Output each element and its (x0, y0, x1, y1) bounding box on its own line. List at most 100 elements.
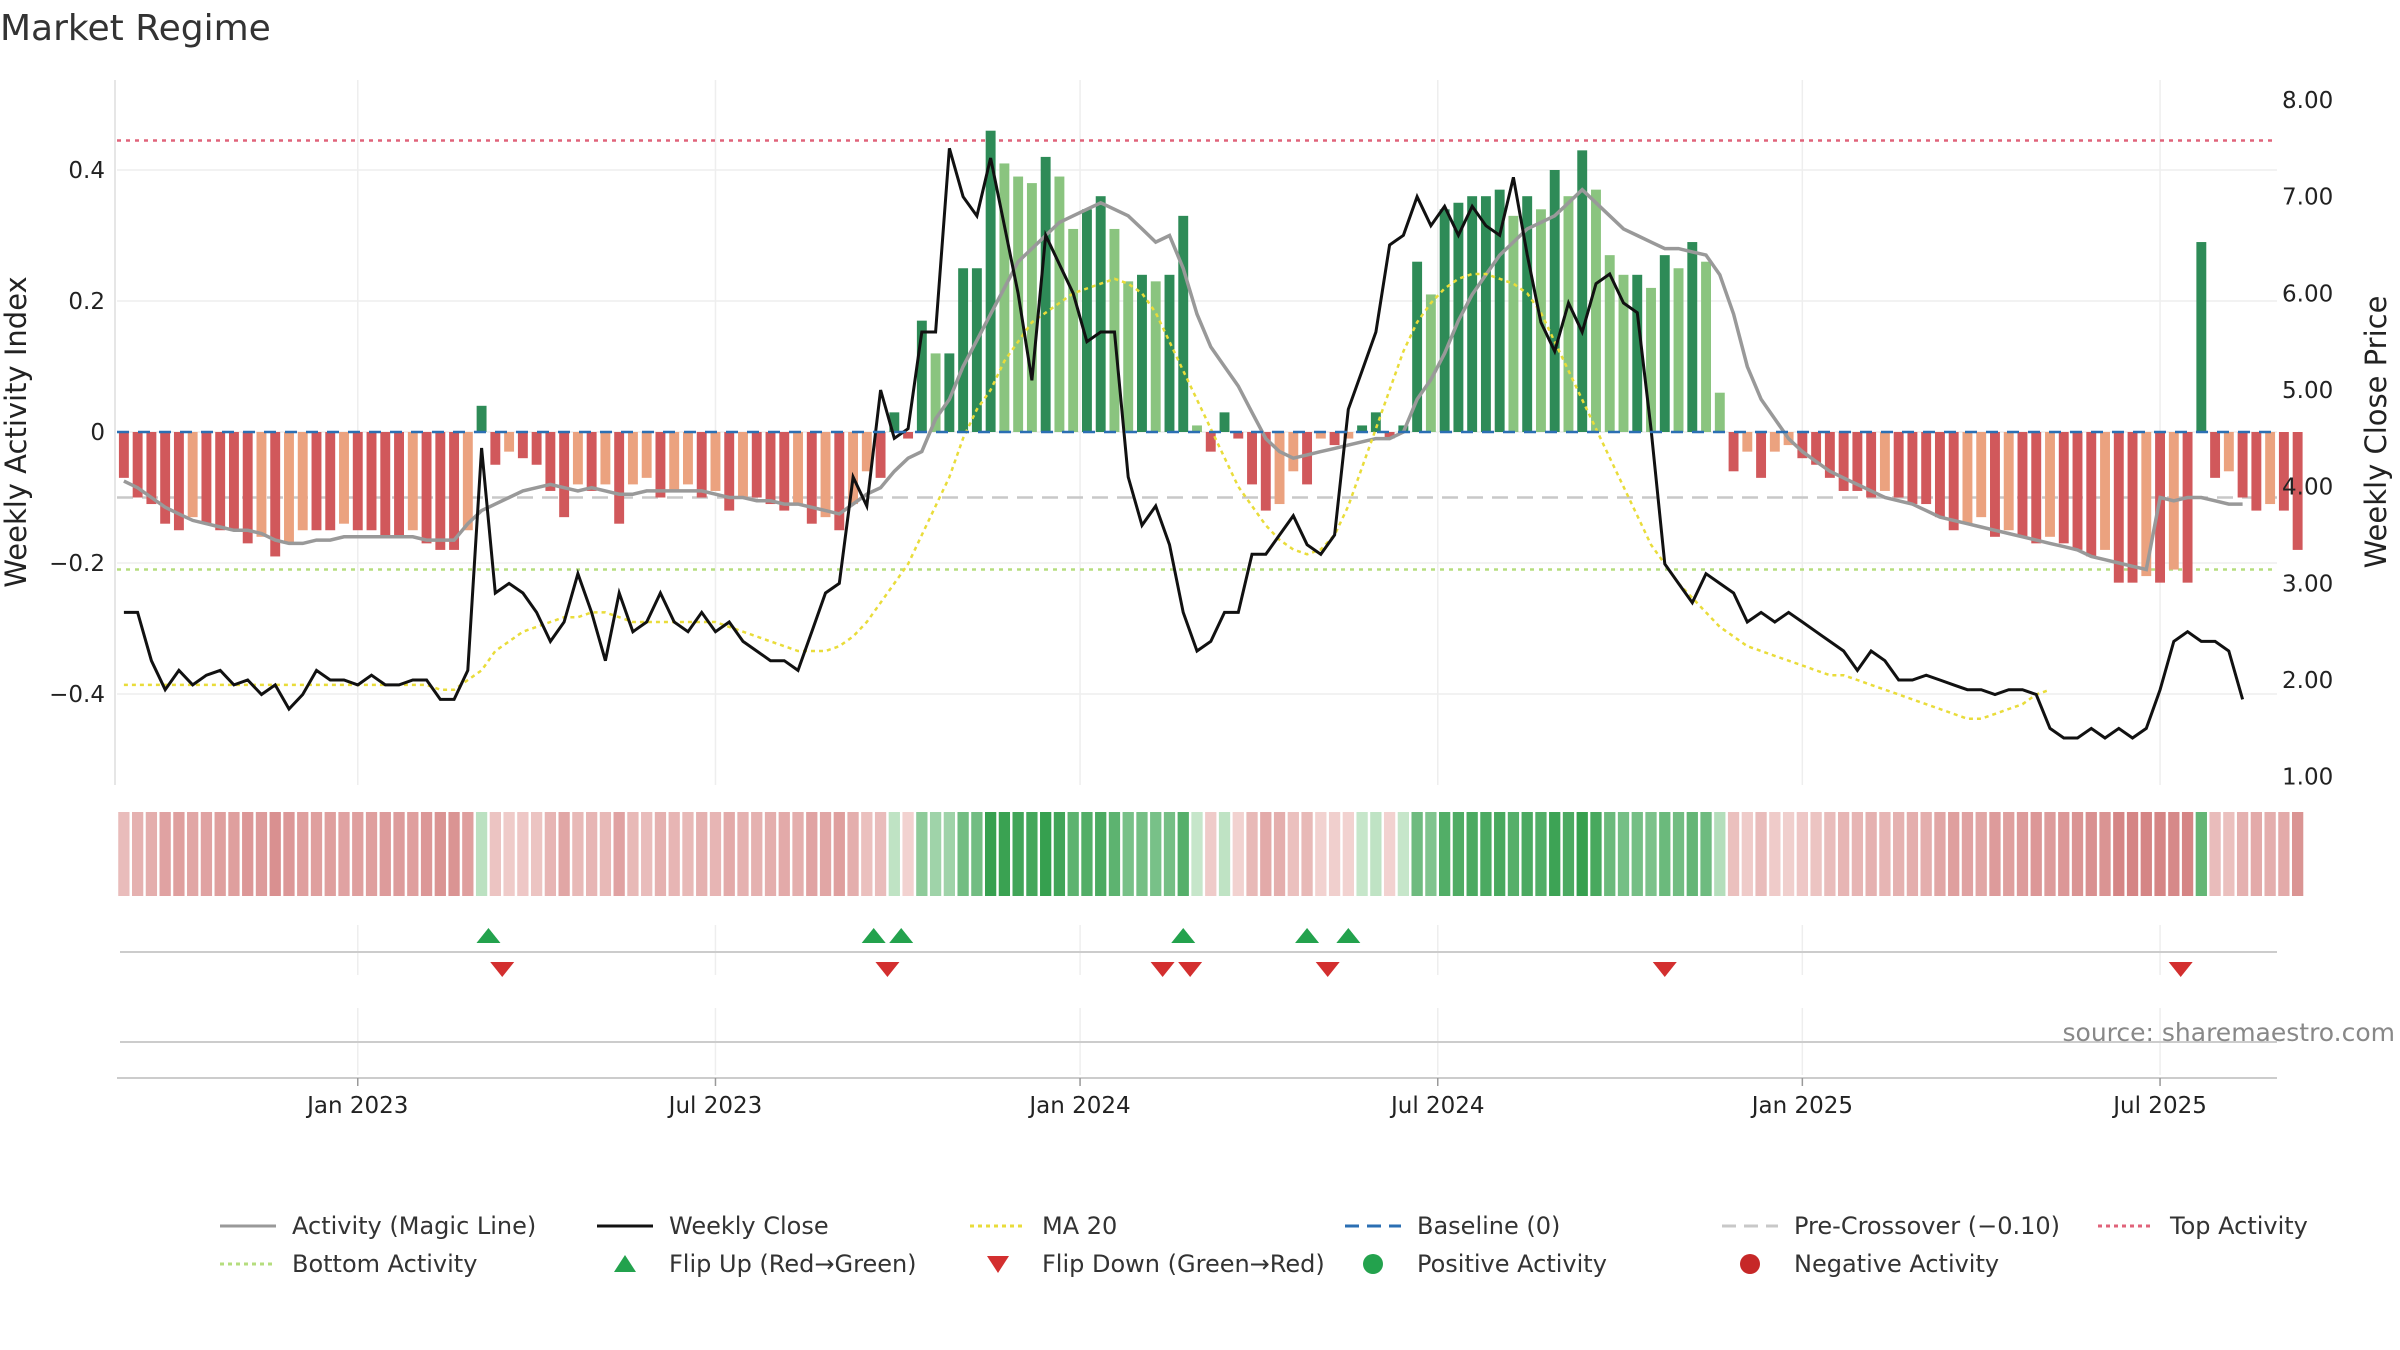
legend-swatch (987, 1256, 1009, 1273)
regime-cell (1590, 812, 1602, 896)
legend-item: Positive Activity (1363, 1250, 1607, 1278)
regime-cell (1356, 812, 1368, 896)
activity-bar (2031, 432, 2042, 544)
activity-bar (1274, 432, 1285, 505)
activity-bar (875, 432, 886, 478)
regime-cell (971, 812, 983, 896)
activity-bar (779, 432, 790, 511)
activity-bar (160, 432, 171, 524)
regime-cell (2044, 812, 2056, 896)
regime-cell (1755, 812, 1767, 896)
source-label: source: sharemaestro.com (2063, 1018, 2396, 1047)
activity-bar (1577, 150, 1588, 432)
regime-cell (310, 812, 323, 896)
regime-cell (1562, 812, 1575, 896)
regime-cell (2030, 812, 2042, 896)
activity-bar (889, 412, 900, 432)
flip-down-marker (490, 962, 515, 977)
activity-bar (380, 432, 391, 537)
flip-down-marker (875, 962, 900, 977)
regime-cell (214, 812, 226, 896)
activity-bar (1687, 242, 1698, 432)
activity-bar (641, 432, 652, 478)
regime-cell (1067, 812, 1079, 896)
x-axis-ticks: Jan 2023 Jul 2023 Jan 2024 Jul 2024 Jan 2025… (305, 1078, 2207, 1119)
activity-bar (1742, 432, 1753, 452)
regime-cell (1989, 812, 2001, 896)
regime-cell (1301, 812, 1313, 896)
regime-cell (324, 812, 336, 896)
x-tick-label: Jan 2024 (1027, 1093, 1130, 1119)
regime-cell (2209, 812, 2221, 896)
activity-bar (421, 432, 432, 544)
regime-cell (874, 812, 887, 896)
activity-bar (187, 432, 198, 518)
activity-bar (2141, 432, 2152, 577)
activity-bar (1137, 274, 1147, 432)
activity-bar (1288, 432, 1299, 472)
activity-bar (1357, 425, 1368, 432)
regime-cell (228, 812, 240, 896)
regime-cell (1095, 812, 1107, 896)
activity-bar (669, 432, 680, 491)
regime-cell (1796, 812, 1808, 896)
regime-cell (352, 812, 364, 896)
activity-bar (1219, 412, 1230, 432)
activity-bar (1412, 261, 1423, 432)
regime-cell (943, 812, 955, 896)
regime-cell (1659, 812, 1671, 896)
activity-bar (2210, 432, 2221, 478)
left-tick-label: 0 (90, 420, 105, 446)
regime-cell (1466, 812, 1478, 896)
activity-bar (1150, 281, 1161, 432)
regime-cell (929, 812, 942, 896)
activity-bar (517, 432, 528, 459)
activity-bar (1522, 196, 1533, 432)
regime-cell (2154, 812, 2166, 896)
regime-cell (984, 812, 997, 896)
activity-bar (339, 432, 349, 524)
activity-bar (146, 432, 157, 505)
regime-cell (1851, 812, 1864, 896)
activity-bar (971, 268, 982, 432)
activity-bar (2237, 432, 2248, 498)
activity-bar (1646, 287, 1656, 432)
regime-cell (1081, 812, 1093, 896)
activity-bar (2182, 432, 2193, 583)
activity-bar (848, 432, 859, 505)
flip-panel (120, 925, 2277, 975)
activity-bar (999, 163, 1010, 432)
right-tick-label: 1.00 (2282, 765, 2333, 791)
activity-bar (311, 432, 322, 531)
regime-cell (1425, 812, 1437, 896)
activity-bar (1343, 432, 1354, 439)
activity-bar (710, 432, 721, 491)
regime-cell (1975, 812, 1987, 896)
activity-bar (228, 432, 239, 531)
activity-bars (118, 130, 2303, 583)
activity-bar (1824, 432, 1835, 478)
regime-cell (1287, 812, 1299, 896)
regime-cell (393, 812, 405, 896)
regime-cell (255, 812, 268, 896)
regime-cell (1920, 812, 1932, 896)
right-tick-label: 8.00 (2282, 88, 2333, 114)
activity-bar (944, 353, 955, 432)
legend-item: Top Activity (2098, 1212, 2308, 1240)
regime-cell (819, 812, 832, 896)
regime-cell (1494, 812, 1506, 896)
flip-down-marker (1652, 962, 1677, 977)
activity-bar (1632, 274, 1643, 432)
regime-cell (1631, 812, 1643, 896)
regime-cell (641, 812, 653, 896)
regime-cell (1053, 812, 1066, 896)
activity-bar (352, 432, 363, 531)
left-axis-label: Weekly Activity Index (0, 276, 33, 587)
regime-cell (682, 812, 694, 896)
regime-cell (2250, 812, 2263, 896)
activity-bar (683, 432, 693, 485)
regime-cell (586, 812, 598, 896)
activity-bar (1123, 281, 1134, 432)
activity-bar (806, 432, 817, 524)
regime-cell (173, 812, 185, 896)
